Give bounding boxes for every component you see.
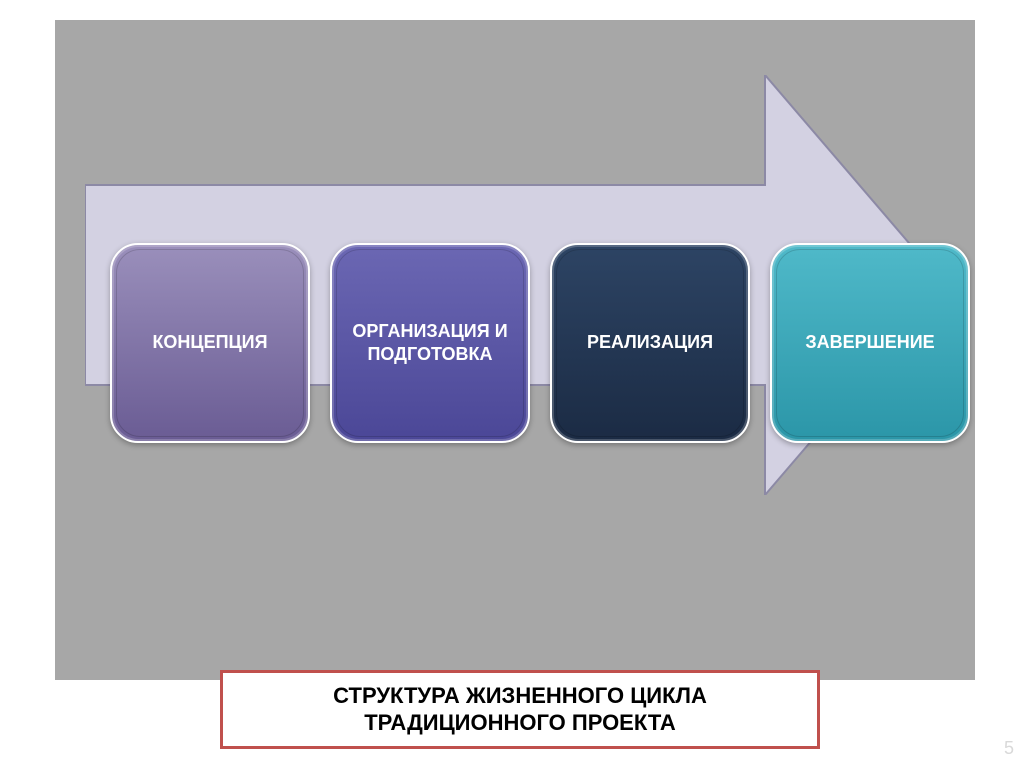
caption-text: СТРУКТУРА ЖИЗНЕННОГО ЦИКЛА ТРАДИЦИОННОГО… xyxy=(333,683,707,734)
caption-box: СТРУКТУРА ЖИЗНЕННОГО ЦИКЛА ТРАДИЦИОННОГО… xyxy=(220,670,820,749)
diagram-canvas: КОНЦЕПЦИЯ ОРГАНИЗАЦИЯ И ПОДГОТОВКА РЕАЛИ… xyxy=(55,20,975,680)
card-row: КОНЦЕПЦИЯ ОРГАНИЗАЦИЯ И ПОДГОТОВКА РЕАЛИ… xyxy=(110,243,990,443)
stage-card-completion: ЗАВЕРШЕНИЕ xyxy=(770,243,970,443)
page-number: 5 xyxy=(1004,738,1014,759)
stage-card-organization: ОРГАНИЗАЦИЯ И ПОДГОТОВКА xyxy=(330,243,530,443)
stage-card-concept: КОНЦЕПЦИЯ xyxy=(110,243,310,443)
stage-card-realization: РЕАЛИЗАЦИЯ xyxy=(550,243,750,443)
card-label: ОРГАНИЗАЦИЯ И ПОДГОТОВКА xyxy=(342,320,518,367)
card-label: РЕАЛИЗАЦИЯ xyxy=(587,331,713,354)
card-label: ЗАВЕРШЕНИЕ xyxy=(805,331,934,354)
card-label: КОНЦЕПЦИЯ xyxy=(152,331,267,354)
